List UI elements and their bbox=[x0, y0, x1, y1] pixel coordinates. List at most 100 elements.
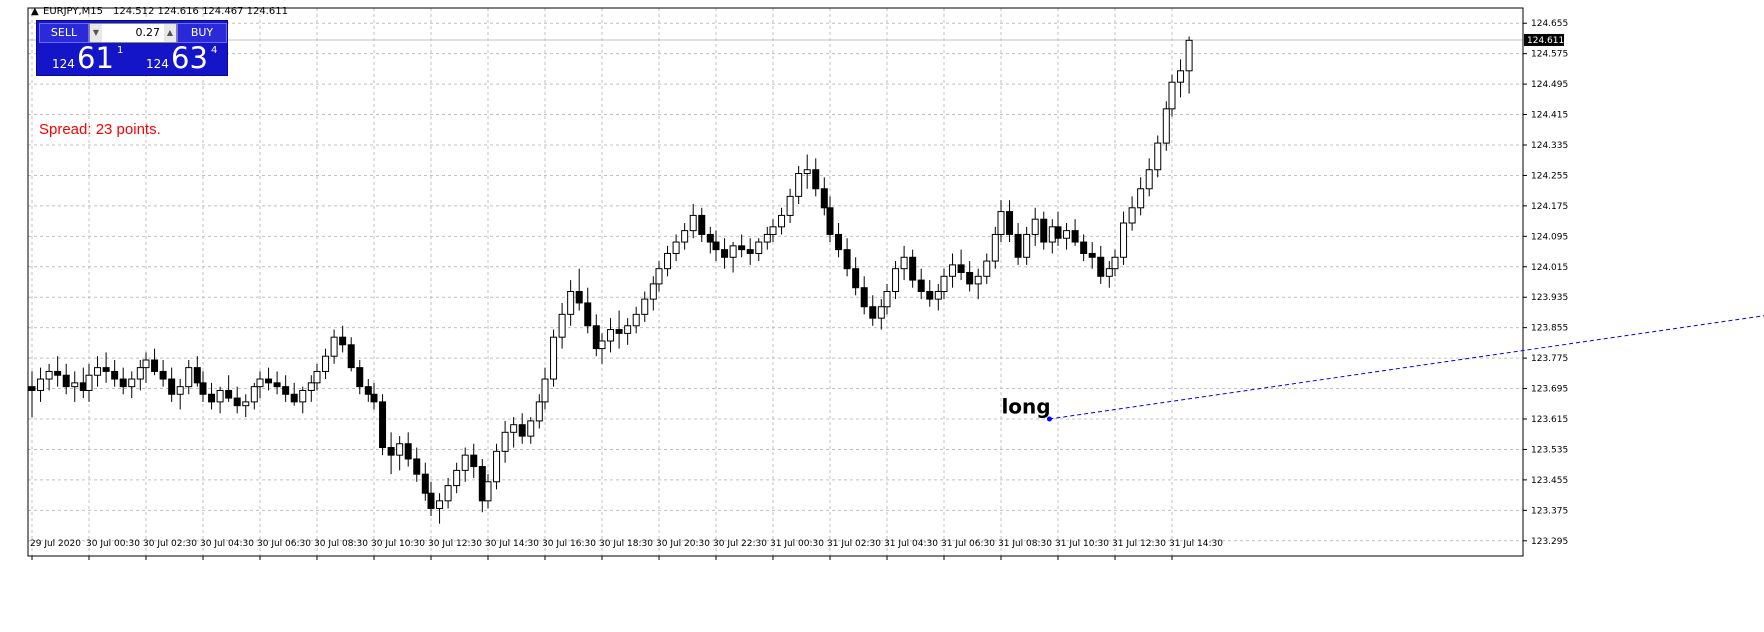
lot-size-control: ▼ ▲ bbox=[89, 23, 177, 43]
candle-body bbox=[934, 291, 942, 300]
candle-body bbox=[835, 233, 843, 251]
candle-body bbox=[364, 386, 372, 395]
candles bbox=[28, 36, 1193, 524]
candle-body bbox=[322, 355, 330, 372]
grid bbox=[28, 8, 1523, 556]
candle-body bbox=[721, 249, 729, 258]
candle-body bbox=[746, 249, 754, 254]
candle-body bbox=[273, 382, 281, 388]
candle-body bbox=[216, 389, 224, 403]
candle-body bbox=[1111, 256, 1119, 270]
candle-body bbox=[421, 473, 429, 494]
candle-body bbox=[193, 367, 201, 384]
x-tick-label: 31 Jul 06:30 bbox=[941, 539, 995, 549]
candle-body bbox=[883, 291, 891, 308]
x-tick-label: 30 Jul 14:30 bbox=[485, 539, 539, 549]
y-tick-label: 124.175 bbox=[1531, 202, 1568, 212]
y-axis: 124.655 124.575 124.495 124.415 124.335 124.2… bbox=[1523, 19, 1568, 547]
candle-body bbox=[119, 378, 127, 388]
candle-body bbox=[94, 367, 102, 376]
candle-body bbox=[575, 291, 583, 304]
buy-quote-points: 4 bbox=[211, 45, 218, 56]
buy-quote-big-figure: 124 bbox=[146, 57, 169, 71]
candle-body bbox=[1145, 169, 1153, 190]
candle-body bbox=[1162, 108, 1170, 144]
candle-body bbox=[250, 386, 258, 403]
trade-line-layer bbox=[1046, 315, 1764, 422]
x-tick-label: 30 Jul 18:30 bbox=[599, 539, 653, 549]
candle-body bbox=[655, 268, 663, 285]
x-tick-label: 30 Jul 06:30 bbox=[257, 539, 311, 549]
buy-button[interactable]: BUY bbox=[177, 23, 227, 43]
candle-body bbox=[444, 485, 452, 502]
candle-body bbox=[1006, 211, 1014, 235]
candle-body bbox=[461, 454, 469, 471]
candle-body bbox=[79, 382, 87, 391]
candle-body bbox=[550, 336, 558, 380]
sell-button[interactable]: SELL bbox=[39, 23, 89, 43]
candle-body bbox=[917, 279, 925, 293]
y-tick-label: 123.615 bbox=[1531, 415, 1568, 425]
candle-body bbox=[330, 336, 338, 357]
candle-body bbox=[763, 233, 771, 243]
candle-body bbox=[282, 386, 290, 395]
candle-body bbox=[1168, 81, 1176, 110]
lot-increase-icon[interactable]: ▲ bbox=[164, 24, 176, 42]
buy-quote-pips: 63 bbox=[171, 41, 208, 75]
lot-decrease-icon[interactable]: ▼ bbox=[90, 24, 102, 42]
sell-quote[interactable]: 124 61 1 bbox=[39, 41, 131, 75]
candle-body bbox=[584, 302, 592, 327]
y-tick-label: 124.015 bbox=[1531, 263, 1568, 273]
candle-body bbox=[225, 389, 233, 399]
annotations: longупустил 100пипсоввзял прибыль 46пипс… bbox=[1001, 394, 1050, 418]
x-tick-label: 31 Jul 02:30 bbox=[827, 539, 881, 549]
plot-frame bbox=[27, 7, 1524, 557]
candle-body bbox=[1185, 39, 1193, 72]
candle-body bbox=[151, 359, 159, 372]
candle-body bbox=[370, 393, 378, 403]
candle-body bbox=[1023, 233, 1031, 258]
candle-body bbox=[142, 359, 150, 369]
candle-body bbox=[470, 454, 478, 468]
candle-body bbox=[1080, 241, 1088, 254]
x-tick-label: 31 Jul 12:30 bbox=[1112, 539, 1166, 549]
candle-body bbox=[256, 378, 264, 388]
lot-size-input[interactable] bbox=[104, 24, 160, 40]
candle-body bbox=[852, 268, 860, 289]
candle-body bbox=[136, 367, 144, 380]
x-tick-label: 31 Jul 10:30 bbox=[1055, 539, 1109, 549]
x-tick-label: 30 Jul 20:30 bbox=[656, 539, 710, 549]
candle-body bbox=[624, 325, 632, 334]
candle-body bbox=[510, 424, 518, 433]
buy-quote[interactable]: 124 63 4 bbox=[133, 41, 225, 75]
y-tick-label: 124.255 bbox=[1531, 171, 1568, 181]
y-tick-label: 124.575 bbox=[1531, 50, 1568, 60]
candle-body bbox=[949, 264, 957, 277]
y-tick-label: 123.535 bbox=[1531, 445, 1568, 455]
candle-body bbox=[803, 169, 811, 175]
x-tick-label: 29 Jul 2020 bbox=[30, 539, 81, 549]
candle-body bbox=[1063, 230, 1071, 239]
candle-body bbox=[1071, 230, 1079, 243]
x-tick-label: 30 Jul 02:30 bbox=[143, 539, 197, 549]
x-tick-label: 31 Jul 04:30 bbox=[884, 539, 938, 549]
candle-body bbox=[1128, 207, 1136, 224]
candle-body bbox=[427, 492, 435, 509]
candle-body bbox=[527, 420, 535, 437]
one-click-trading-panel: SELL ▼ ▲ BUY 124 61 1 124 63 4 bbox=[36, 20, 228, 76]
candle-body bbox=[567, 291, 575, 315]
candle-body bbox=[242, 401, 250, 407]
symbol-label: EURJPY,M15 bbox=[43, 6, 103, 17]
candle-body bbox=[102, 367, 110, 372]
candle-body bbox=[795, 173, 803, 197]
trade-line bbox=[1049, 315, 1764, 420]
candle-body bbox=[769, 226, 777, 235]
current-price-box bbox=[1524, 33, 1564, 46]
candle-body bbox=[199, 382, 207, 395]
candle-body bbox=[71, 382, 79, 388]
candle-body bbox=[396, 443, 404, 456]
trade-entry-marker bbox=[1046, 416, 1052, 422]
current-price-label: 124.611 bbox=[1527, 36, 1564, 46]
candle-body bbox=[786, 195, 794, 216]
candle-body bbox=[1154, 142, 1162, 171]
